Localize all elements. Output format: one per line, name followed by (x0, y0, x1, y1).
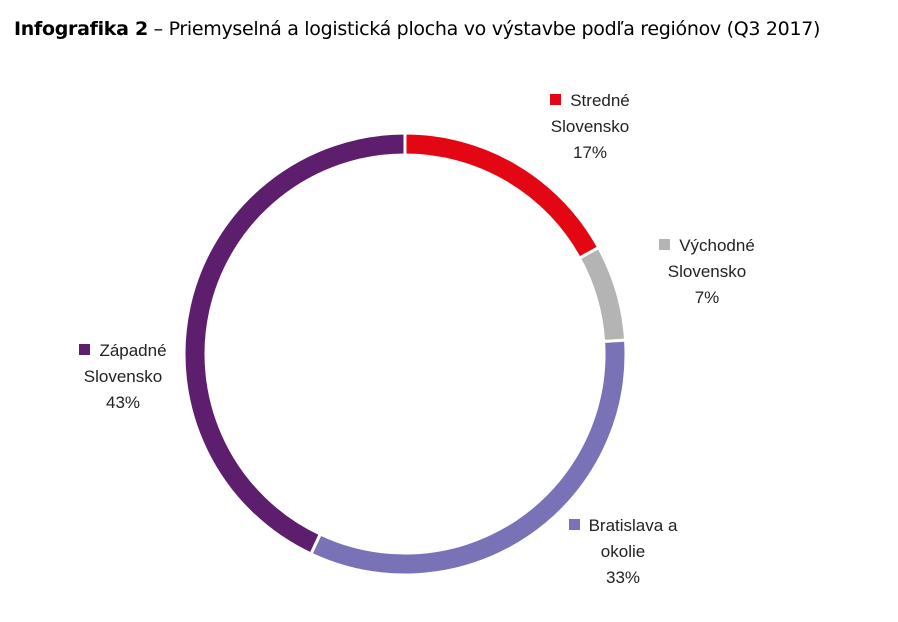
category-label: Západné Slovensko (83, 341, 167, 386)
title-text: – Priemyselná a logistická plocha vo výs… (153, 18, 821, 40)
value-label: 33% (605, 568, 641, 587)
legend-marker (568, 519, 580, 530)
legend-marker (659, 239, 671, 250)
category-label: Stredné Slovensko (550, 91, 630, 136)
title-prefix: Infografika 2 (14, 18, 148, 40)
legend-label: Východné Slovensko 7% (648, 233, 766, 311)
value-label: 43% (105, 393, 141, 412)
category-label: Bratislava a okolie (588, 516, 678, 561)
value-label: 17% (572, 143, 608, 162)
legend-marker (550, 94, 562, 105)
donut-segment (577, 245, 628, 344)
chart-title: Infografika 2 – Priemyselná a logistická… (14, 18, 820, 40)
legend-marker (79, 344, 91, 355)
category-label: Východné Slovensko (667, 236, 755, 281)
legend-label: Západné Slovensko 43% (64, 338, 182, 416)
legend-label: Bratislava a okolie 33% (564, 513, 682, 591)
legend-label: Stredné Slovensko 17% (531, 88, 649, 166)
value-label: 7% (694, 288, 720, 307)
donut-segment (182, 131, 407, 556)
